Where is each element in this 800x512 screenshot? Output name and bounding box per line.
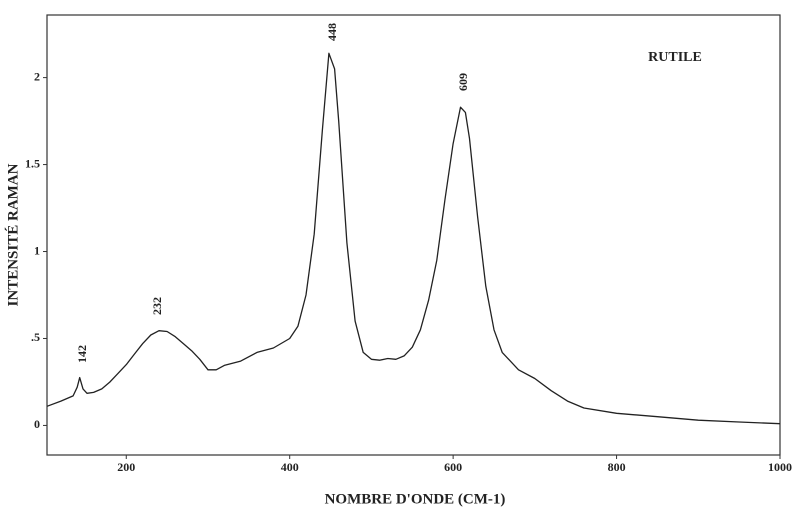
x-tick-label: 200 <box>117 460 135 474</box>
y-tick-label: .5 <box>31 330 40 344</box>
x-tick-label: 800 <box>608 460 626 474</box>
peak-label: 609 <box>456 73 470 91</box>
x-tick-label: 600 <box>444 460 462 474</box>
peak-label: 142 <box>75 345 89 363</box>
peak-label: 232 <box>150 297 164 315</box>
y-tick-label: 1.5 <box>25 156 40 170</box>
x-axis-label: NOMBRE D'ONDE (CM-1) <box>325 491 506 507</box>
x-tick-label: 400 <box>281 460 299 474</box>
y-tick-label: 0 <box>34 417 40 431</box>
y-tick-label: 2 <box>34 69 40 83</box>
spectrum-line <box>46 52 781 425</box>
chart-title: RUTILE <box>648 50 702 65</box>
plot-frame <box>46 14 781 456</box>
x-tick-label: 1000 <box>768 460 792 474</box>
y-tick-label: 1 <box>34 243 40 257</box>
y-axis-label: INTENSITÉ RAMAN <box>4 163 21 306</box>
peak-label: 448 <box>325 23 339 41</box>
